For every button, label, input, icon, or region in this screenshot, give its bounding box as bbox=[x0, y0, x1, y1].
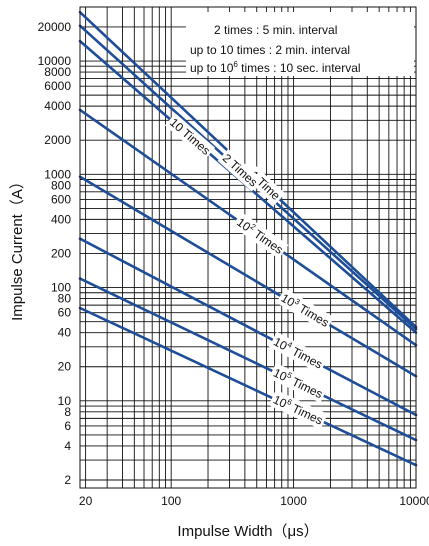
series-label-background bbox=[268, 389, 328, 430]
series-label-5: 103 Times bbox=[279, 290, 332, 330]
y-tick-label: 8000 bbox=[44, 65, 71, 79]
y-tick-label: 6 bbox=[64, 419, 71, 433]
legend-line-1: 2 times : 5 min. interval bbox=[214, 23, 337, 37]
y-tick-label: 6000 bbox=[44, 79, 71, 93]
x-axis-title: Impulse Width（μs） bbox=[177, 523, 318, 540]
series-label-background bbox=[268, 331, 328, 374]
series-label-4: 102 Times bbox=[234, 214, 286, 257]
y-tick-label: 4 bbox=[64, 439, 71, 453]
series-label-group: 103 Times bbox=[276, 288, 335, 332]
y-tick-label: 200 bbox=[51, 246, 71, 260]
y-tick-label: 2000 bbox=[44, 133, 71, 147]
y-tick-label: 20 bbox=[58, 360, 72, 374]
y-tick-label: 400 bbox=[51, 212, 71, 226]
series-label-background bbox=[232, 212, 289, 259]
y-tick-label: 800 bbox=[51, 178, 71, 192]
grid bbox=[80, 6, 417, 488]
y-tick-label: 100 bbox=[51, 281, 71, 295]
series-label-background bbox=[276, 288, 335, 332]
legend: 2 times : 5 min. interval up to 10 times… bbox=[186, 12, 414, 76]
series-line-5 bbox=[78, 175, 418, 378]
legend-line-2: up to 10 times : 2 min. interval bbox=[190, 43, 350, 57]
series-label-background bbox=[268, 362, 328, 403]
series-label-background bbox=[217, 148, 263, 192]
y-tick-label: 10000 bbox=[38, 54, 72, 68]
series-group bbox=[78, 10, 418, 467]
x-tick-label: 1000 bbox=[280, 494, 307, 508]
legend-line-3: up to 106 times : 10 sec. interval bbox=[190, 60, 361, 75]
y-tick-label: 2 bbox=[64, 473, 71, 487]
legend-background bbox=[186, 12, 414, 76]
series-label-background bbox=[164, 113, 216, 160]
y-tick-label: 1000 bbox=[44, 167, 71, 181]
y-tick-label: 20000 bbox=[38, 20, 72, 34]
y-tick-label: 60 bbox=[58, 306, 72, 320]
x-tick-label: 10000 bbox=[399, 494, 429, 508]
y-tick-label: 4000 bbox=[44, 99, 71, 113]
series-label-3: 10 Times bbox=[167, 115, 213, 157]
series-line-8 bbox=[78, 306, 418, 467]
series-label-group: 104 Times bbox=[268, 331, 328, 374]
y-tick-label: 40 bbox=[58, 326, 72, 340]
series-line-7 bbox=[78, 277, 418, 442]
y-tick-label: 80 bbox=[58, 292, 72, 306]
x-tick-label: 20 bbox=[79, 494, 93, 508]
y-axis-title: Impulse Current（A） bbox=[9, 174, 26, 321]
series-line-6 bbox=[78, 237, 418, 417]
y-tick-label: 8 bbox=[64, 405, 71, 419]
y-tick-label: 600 bbox=[51, 192, 71, 206]
x-tick-labels: 20 100 1000 10000 bbox=[79, 494, 429, 508]
y-tick-label: 10 bbox=[58, 394, 72, 408]
plot-frame bbox=[79, 6, 417, 489]
x-tick-label: 100 bbox=[161, 494, 181, 508]
series-label-group: 105 Times bbox=[268, 362, 328, 403]
